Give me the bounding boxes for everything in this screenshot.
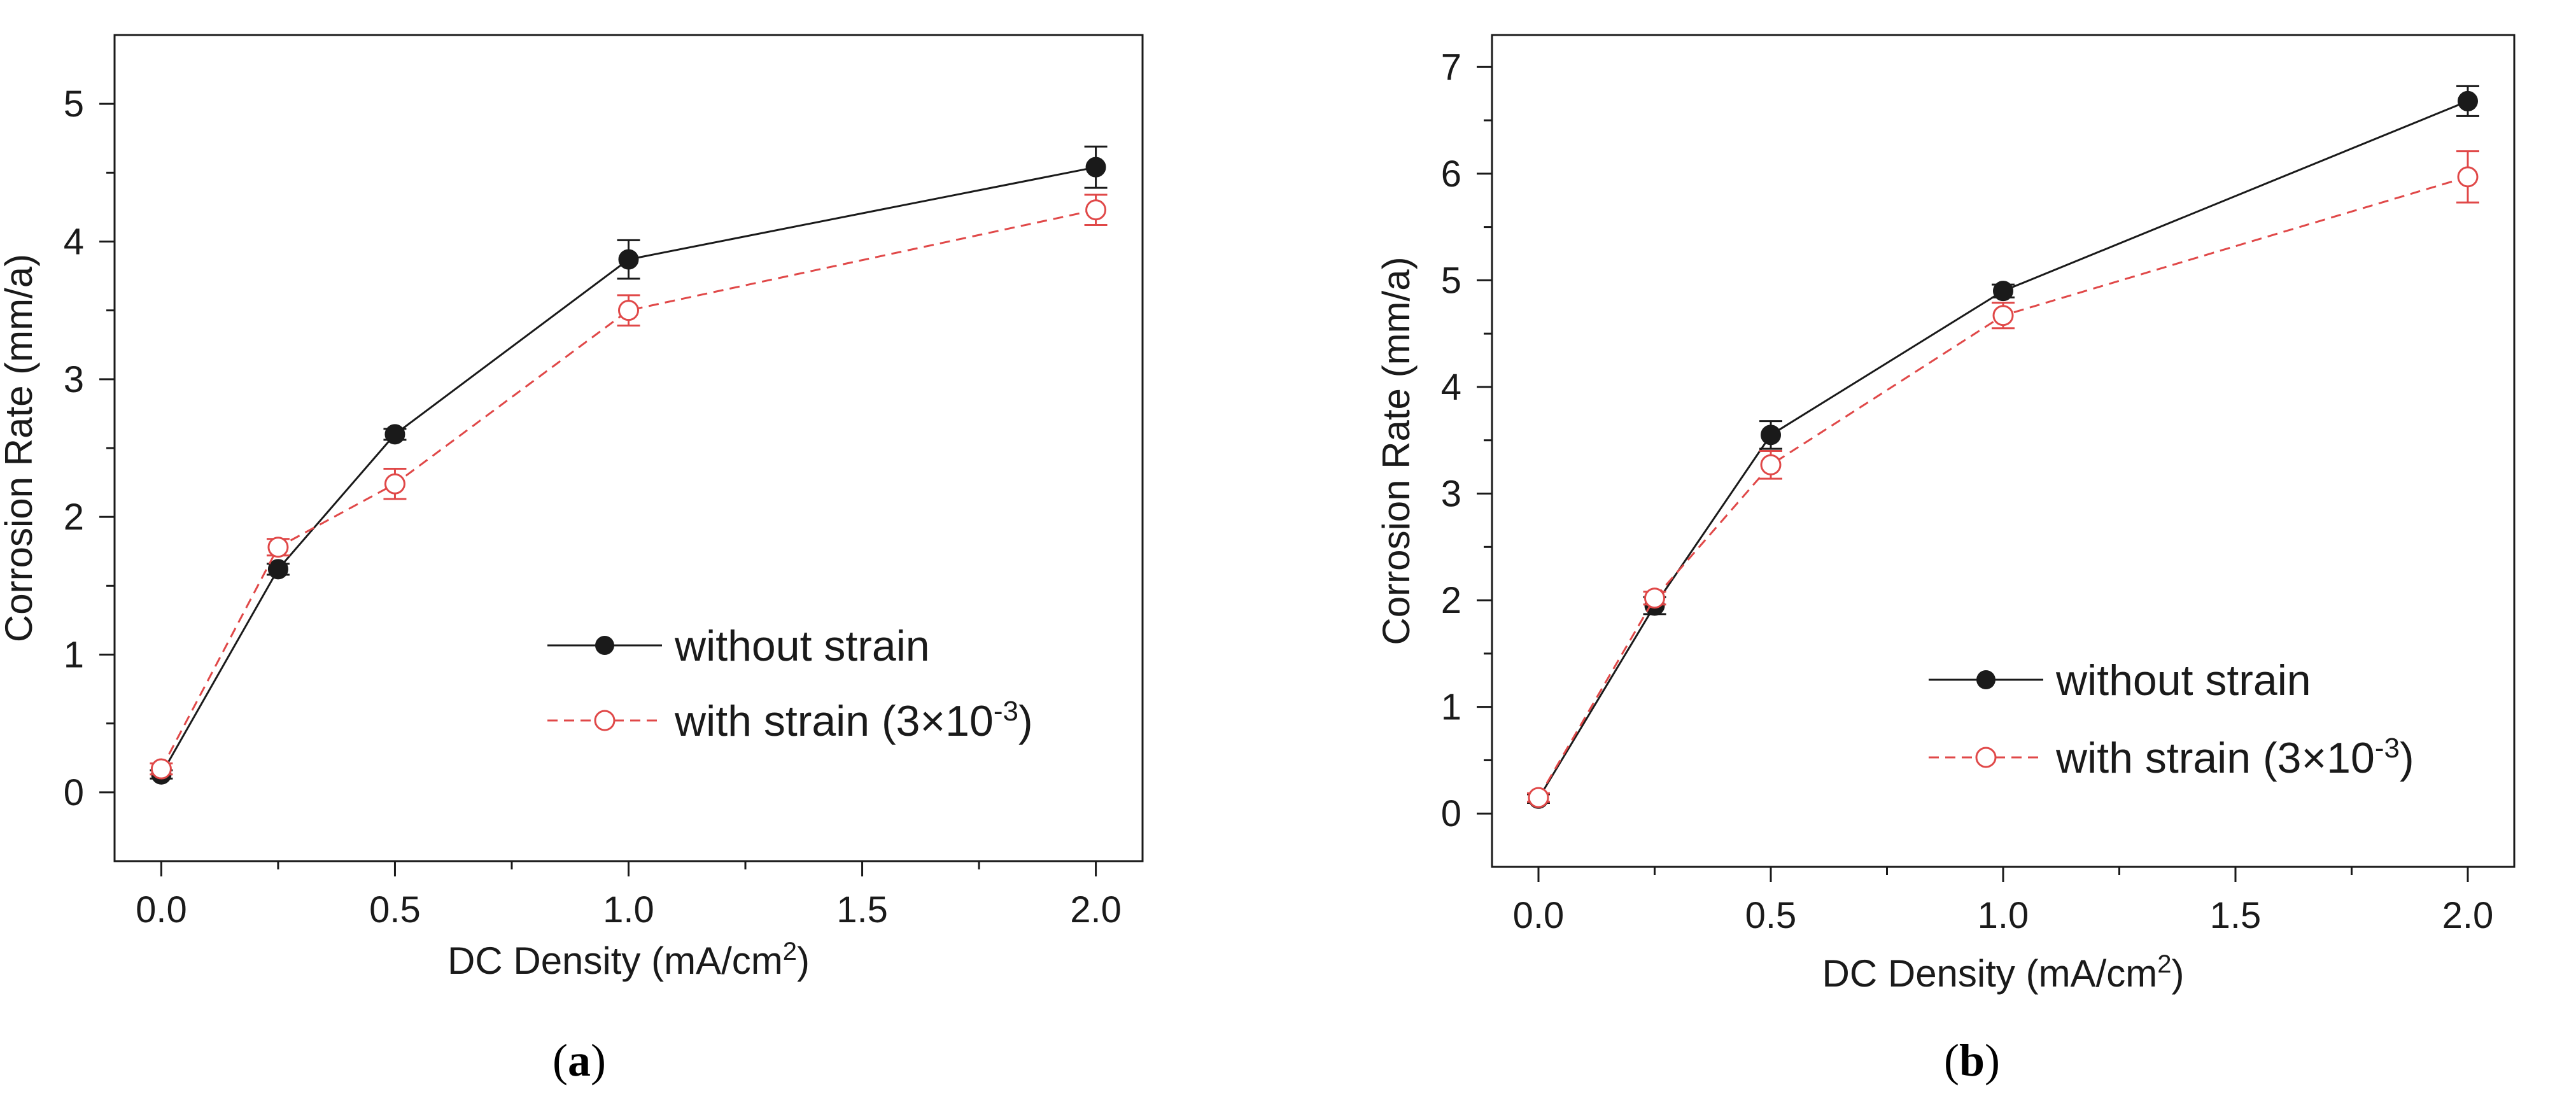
x-tick-label: 0.0 xyxy=(136,889,187,931)
data-point xyxy=(150,758,172,780)
data-point xyxy=(1761,425,1781,446)
y-tick-label: 4 xyxy=(1441,367,1461,408)
legend: without strain with strain (3×10-3) xyxy=(547,622,1033,745)
data-point xyxy=(267,559,288,580)
x-tick-label: 0.5 xyxy=(1745,895,1797,936)
panel-label: (b) xyxy=(1944,1035,2000,1086)
data-point xyxy=(1760,454,1782,475)
series-without-strain xyxy=(1527,85,2479,809)
data-point xyxy=(1993,281,2013,302)
data-point xyxy=(1644,587,1665,609)
data-point xyxy=(1528,787,1549,808)
x-tick-label: 1.5 xyxy=(2210,895,2262,936)
y-tick-label: 4 xyxy=(64,221,84,263)
data-point xyxy=(384,424,405,445)
x-tick-label: 1.0 xyxy=(603,889,654,931)
chart-panel-a: 0.0 0.5 1.0 1.5 2.0 0 1 2 3 4 5 DC Density (mA/cm2)… xyxy=(0,34,1144,1086)
y-tick-label: 2 xyxy=(1441,580,1461,621)
y-tick-label: 5 xyxy=(64,83,84,125)
data-point xyxy=(1085,199,1107,221)
y-axis-title: Corrosion Rate (mm/a) xyxy=(0,254,40,642)
data-point xyxy=(618,249,639,270)
legend-label: with strain (3×10-3) xyxy=(2055,733,2414,783)
series-line xyxy=(160,209,1096,769)
y-tick-label: 1 xyxy=(64,635,84,676)
y-tick-label: 1 xyxy=(1441,687,1461,728)
panel-label: (a) xyxy=(553,1035,606,1086)
series-line xyxy=(1537,176,2468,798)
chart-panel-b: 0.0 0.5 1.0 1.5 2.0 0 1 2 3 4 5 6 7 DC Density (mA/cm… xyxy=(1375,34,2516,1086)
legend-marker xyxy=(1975,747,1997,768)
legend-marker xyxy=(594,710,616,731)
x-tick-label: 2.0 xyxy=(2442,895,2494,936)
data-point xyxy=(618,300,639,321)
legend-marker xyxy=(1976,670,1995,689)
series-line xyxy=(1537,100,2468,799)
data-point xyxy=(2457,166,2479,188)
y-tick-label: 0 xyxy=(64,772,84,813)
x-tick-label: 2.0 xyxy=(1070,889,1122,931)
legend: without strain with strain (3×10-3) xyxy=(1929,656,2414,782)
series-without-strain xyxy=(150,145,1108,785)
x-axis-title: DC Density (mA/cm2) xyxy=(1822,950,2185,995)
legend-label: without strain xyxy=(674,622,930,670)
y-tick-label: 3 xyxy=(1441,474,1461,515)
x-tick-label: 1.5 xyxy=(836,889,888,931)
x-tick-label: 1.0 xyxy=(1978,895,2029,936)
x-tick-label: 0.5 xyxy=(369,889,421,931)
data-point xyxy=(384,473,405,495)
series-with-strain xyxy=(1527,150,2479,808)
series-with-strain xyxy=(150,193,1108,780)
data-point xyxy=(2458,90,2478,111)
y-axis-title: Corrosion Rate (mm/a) xyxy=(1375,256,1418,645)
legend-label: without strain xyxy=(2055,656,2311,705)
y-tick-label: 7 xyxy=(1441,46,1461,88)
data-point xyxy=(267,537,289,558)
y-tick-label: 2 xyxy=(64,496,84,538)
y-tick-label: 3 xyxy=(64,359,84,400)
y-tick-label: 0 xyxy=(1441,793,1461,834)
legend-marker xyxy=(595,636,614,655)
x-tick-label: 0.0 xyxy=(1513,895,1565,936)
data-point xyxy=(1992,305,2014,327)
y-tick-label: 5 xyxy=(1441,260,1461,301)
x-axis-title: DC Density (mA/cm2) xyxy=(447,938,810,982)
data-point xyxy=(1085,157,1106,178)
legend-label: with strain (3×10-3) xyxy=(674,696,1033,746)
y-tick-label: 6 xyxy=(1441,153,1461,195)
